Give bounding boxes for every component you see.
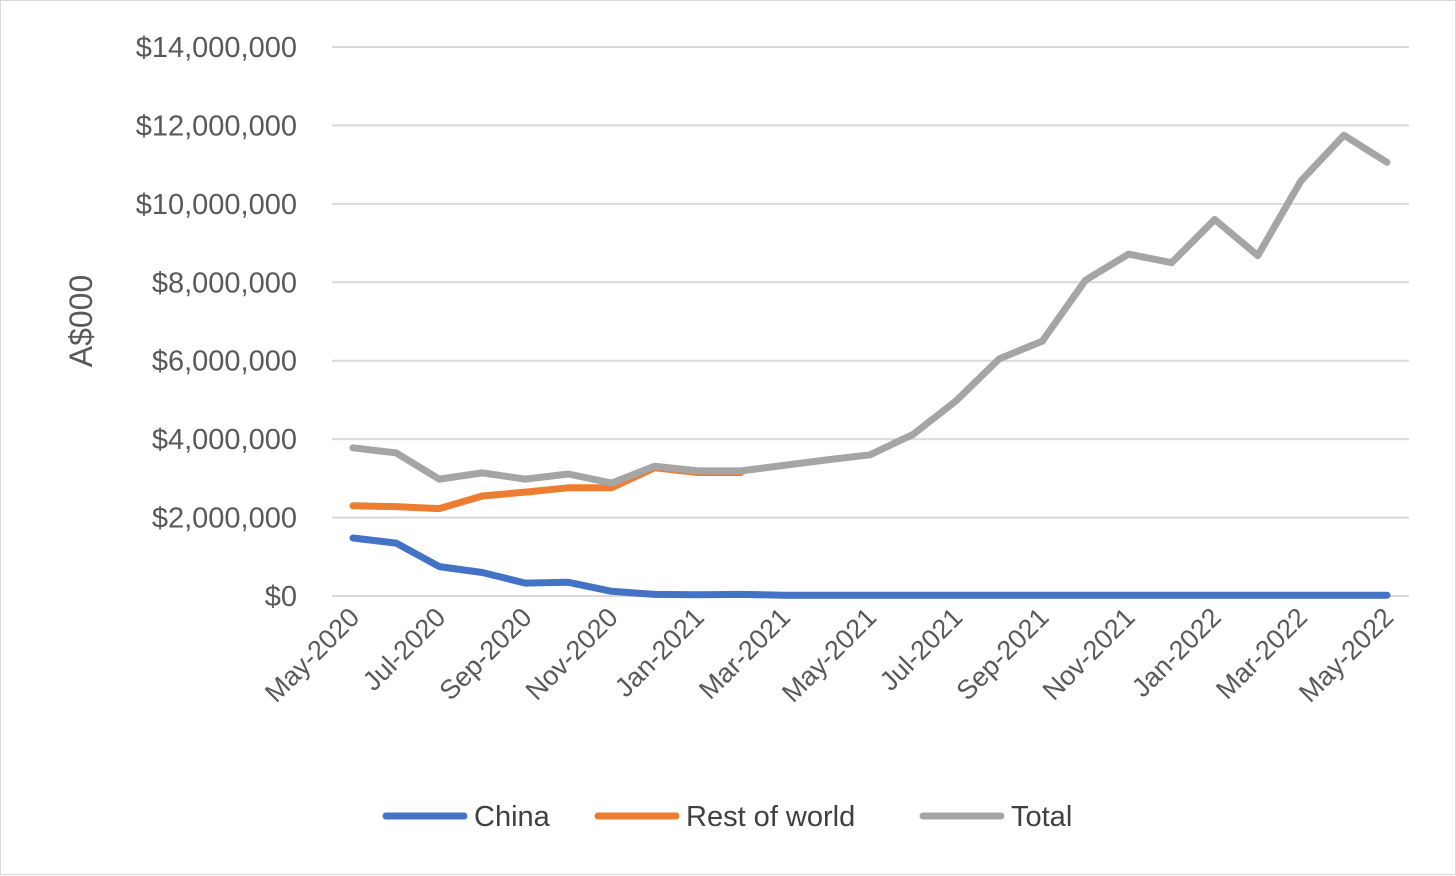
x-tick-label: May-2021 — [776, 602, 882, 708]
y-tick-label: $6,000,000 — [152, 346, 297, 378]
x-tick-label: Sep-2020 — [434, 602, 538, 706]
x-tick-label: Jan-2022 — [1126, 602, 1227, 703]
x-tick-label: Sep-2021 — [951, 602, 1055, 706]
x-tick-label: Jan-2021 — [609, 602, 710, 703]
y-axis-title: A$000 — [63, 275, 99, 368]
x-tick-label: Nov-2020 — [520, 602, 624, 706]
y-tick-label: $10,000,000 — [136, 189, 297, 221]
series-line-total — [349, 131, 1391, 487]
x-axis-ticks: May-2020Jul-2020Sep-2020Nov-2020Jan-2021… — [259, 602, 1399, 708]
y-tick-label: $2,000,000 — [152, 503, 297, 535]
x-tick-label: May-2020 — [259, 602, 365, 708]
x-tick-label: May-2022 — [1293, 602, 1399, 708]
legend-label-rest-of-world: Rest of world — [686, 801, 855, 833]
x-tick-label: Nov-2021 — [1037, 602, 1141, 706]
y-tick-label: $0 — [265, 581, 297, 613]
y-axis-ticks: $0 $2,000,000 $4,000,000 $6,000,000 $8,000,0… — [136, 32, 297, 613]
gridlines — [332, 46, 1409, 597]
y-tick-label: $14,000,000 — [136, 32, 297, 64]
legend: China Rest of world Total — [382, 801, 1072, 833]
y-tick-label: $4,000,000 — [152, 424, 297, 456]
series-lines — [349, 131, 1391, 599]
legend-label-total: Total — [1011, 801, 1072, 833]
y-tick-label: $12,000,000 — [136, 110, 297, 142]
y-tick-label: $8,000,000 — [152, 267, 297, 299]
series-line-china — [349, 534, 1391, 599]
legend-label-china: China — [474, 801, 551, 833]
